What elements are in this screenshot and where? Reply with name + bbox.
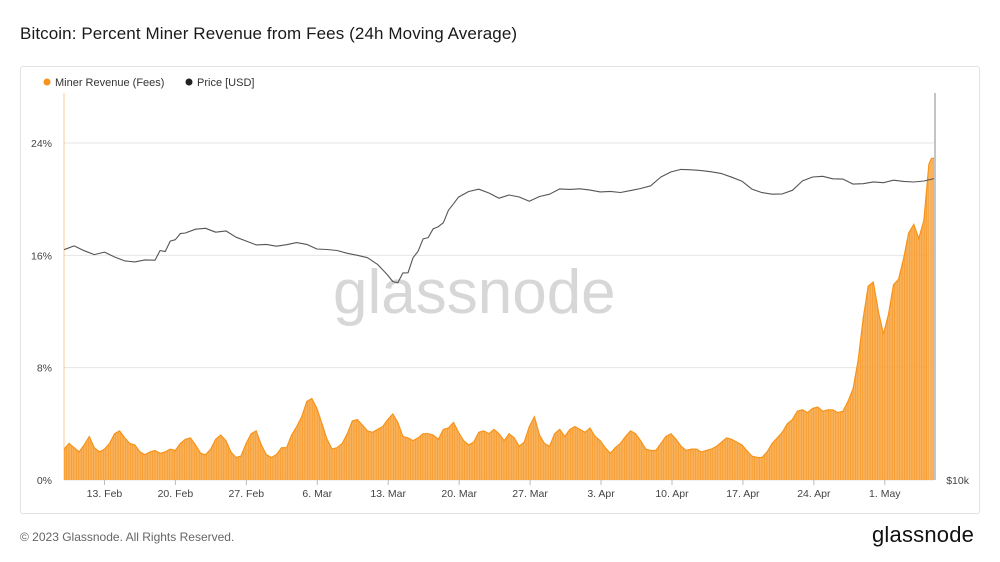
chart-title: Bitcoin: Percent Miner Revenue from Fees… bbox=[20, 24, 518, 43]
x-tick-label: 27. Feb bbox=[229, 488, 265, 500]
y-tick-label: 16% bbox=[31, 250, 52, 262]
legend-price-marker[interactable] bbox=[185, 78, 193, 86]
x-tick-label: 20. Feb bbox=[158, 488, 194, 500]
fees-line bbox=[63, 157, 934, 459]
y-right-tick-label: $10k bbox=[946, 475, 970, 487]
legend[interactable]: Miner Revenue (Fees) Price [USD] bbox=[43, 77, 255, 89]
x-tick-label: 24. Apr bbox=[797, 488, 831, 500]
axis-layer: 0% 8% 16% 24% $10k 13. Feb 20. Feb 27. Feb 6. Ma… bbox=[31, 93, 970, 500]
legend-fees-marker[interactable] bbox=[43, 78, 51, 86]
y-tick-label: 24% bbox=[31, 138, 52, 150]
x-tick-label: 3. Apr bbox=[587, 488, 615, 500]
x-tick-label: 6. Mar bbox=[302, 488, 332, 500]
x-tick-label: 20. Mar bbox=[441, 488, 477, 500]
x-tick-label: 27. Mar bbox=[512, 488, 548, 500]
y-tick-label: 8% bbox=[37, 363, 52, 375]
fees-series bbox=[63, 157, 934, 480]
legend-price-label[interactable]: Price [USD] bbox=[197, 77, 254, 89]
x-tick-label: 13. Feb bbox=[87, 488, 123, 500]
fees-area bbox=[64, 158, 934, 480]
copyright-footer: © 2023 Glassnode. All Rights Reserved. bbox=[20, 530, 235, 544]
legend-fees-label[interactable]: Miner Revenue (Fees) bbox=[55, 77, 164, 89]
price-line bbox=[63, 168, 935, 284]
x-tick-label: 10. Apr bbox=[655, 488, 689, 500]
brand-logo[interactable]: glassnode bbox=[872, 522, 975, 547]
x-tick-label: 1. May bbox=[869, 488, 901, 500]
x-tick-label: 13. Mar bbox=[370, 488, 406, 500]
chart-svg: glassnode 0% 8% 16% 24% $10k 13. Feb 20. Feb 27… bbox=[31, 77, 970, 500]
x-tick-label: 17. Apr bbox=[726, 488, 760, 500]
watermark: glassnode bbox=[333, 258, 616, 327]
chart-panel: glassnode 0% 8% 16% 24% $10k 13. Feb 20. Feb 27… bbox=[20, 66, 980, 514]
price-series bbox=[63, 168, 935, 284]
y-tick-label: 0% bbox=[37, 475, 52, 487]
